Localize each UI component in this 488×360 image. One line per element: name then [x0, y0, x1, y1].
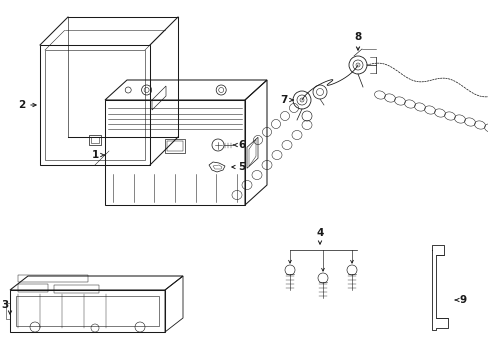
Text: 4: 4 — [316, 228, 323, 238]
Text: 2: 2 — [19, 100, 25, 110]
Text: 5: 5 — [238, 162, 245, 172]
Text: 3: 3 — [1, 300, 9, 310]
Text: 9: 9 — [459, 295, 466, 305]
Text: 1: 1 — [91, 150, 99, 160]
Text: 6: 6 — [238, 140, 245, 150]
Text: 8: 8 — [354, 32, 361, 42]
Text: 7: 7 — [280, 95, 287, 105]
